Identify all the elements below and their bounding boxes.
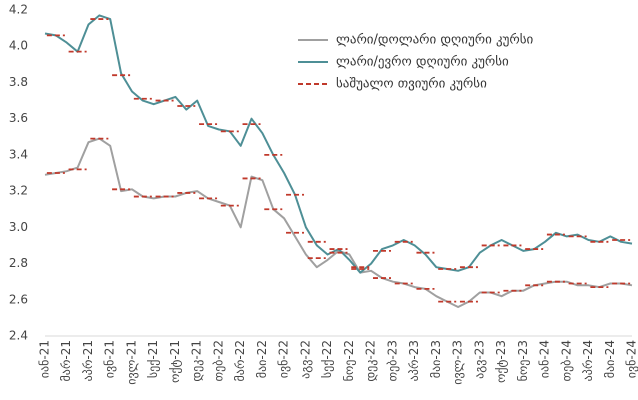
x-tick-label: მაი-24 xyxy=(603,340,617,378)
x-tick-label: მაი-23 xyxy=(429,340,443,378)
x-tick-label: სექ-21 xyxy=(146,340,160,378)
y-tick-label: 3.6 xyxy=(9,111,28,125)
x-tick-label: მაი-22 xyxy=(255,340,269,378)
y-tick-label: 3.0 xyxy=(9,220,28,234)
x-tick-label: ივლ-21 xyxy=(124,340,138,385)
x-tick-label: ივნ-21 xyxy=(103,340,117,378)
x-tick-label: დეკ-22 xyxy=(364,340,378,382)
x-tick-label: იან-24 xyxy=(538,340,552,378)
x-tick-label: აპრ-21 xyxy=(81,340,95,381)
x-tick-label: თებ-23 xyxy=(385,340,399,382)
y-tick-label: 3.2 xyxy=(9,184,28,198)
legend-label: საშუალო თვიური კურსი xyxy=(336,77,487,92)
x-tick-label: აგვ-23 xyxy=(472,340,486,379)
x-tick-label: თებ-24 xyxy=(559,340,573,382)
y-tick-label: 2.4 xyxy=(9,329,28,343)
x-tick-label: იან-21 xyxy=(38,340,52,378)
x-tick-label: ივნ-22 xyxy=(277,340,291,378)
x-tick-label: ივნ-24 xyxy=(625,340,638,378)
x-tick-label: ივლ-23 xyxy=(451,340,465,385)
legend-label: ლარი/დოლარი დღიური კურსი xyxy=(336,33,534,48)
x-tick-label: სექ-22 xyxy=(320,340,334,378)
y-tick-label: 4.2 xyxy=(9,3,28,17)
x-tick-label: მარ-21 xyxy=(59,340,73,382)
x-tick-label: აგვ-22 xyxy=(298,340,312,379)
x-tick-label: ოქტ-23 xyxy=(494,340,508,383)
x-tick-label: მარ-22 xyxy=(233,340,247,382)
y-tick-label: 2.8 xyxy=(9,256,28,270)
x-tick-label: თებ-22 xyxy=(211,340,225,382)
x-tick-label: აპრ-24 xyxy=(581,340,595,381)
y-tick-label: 4.0 xyxy=(9,39,28,53)
y-tick-label: 3.8 xyxy=(9,75,28,89)
legend-label: ლარი/ევრო დღიური კურსი xyxy=(336,55,509,70)
x-tick-label: ნოე-23 xyxy=(516,340,530,381)
y-tick-label: 2.6 xyxy=(9,292,28,306)
x-tick-label: ნოე-22 xyxy=(342,340,356,381)
x-tick-label: დეკ-21 xyxy=(190,340,204,382)
y-tick-label: 3.4 xyxy=(9,147,28,161)
x-tick-label: ოქტ-21 xyxy=(168,340,182,383)
rate-line xyxy=(44,137,633,308)
x-tick-label: აპრ-23 xyxy=(407,340,421,381)
